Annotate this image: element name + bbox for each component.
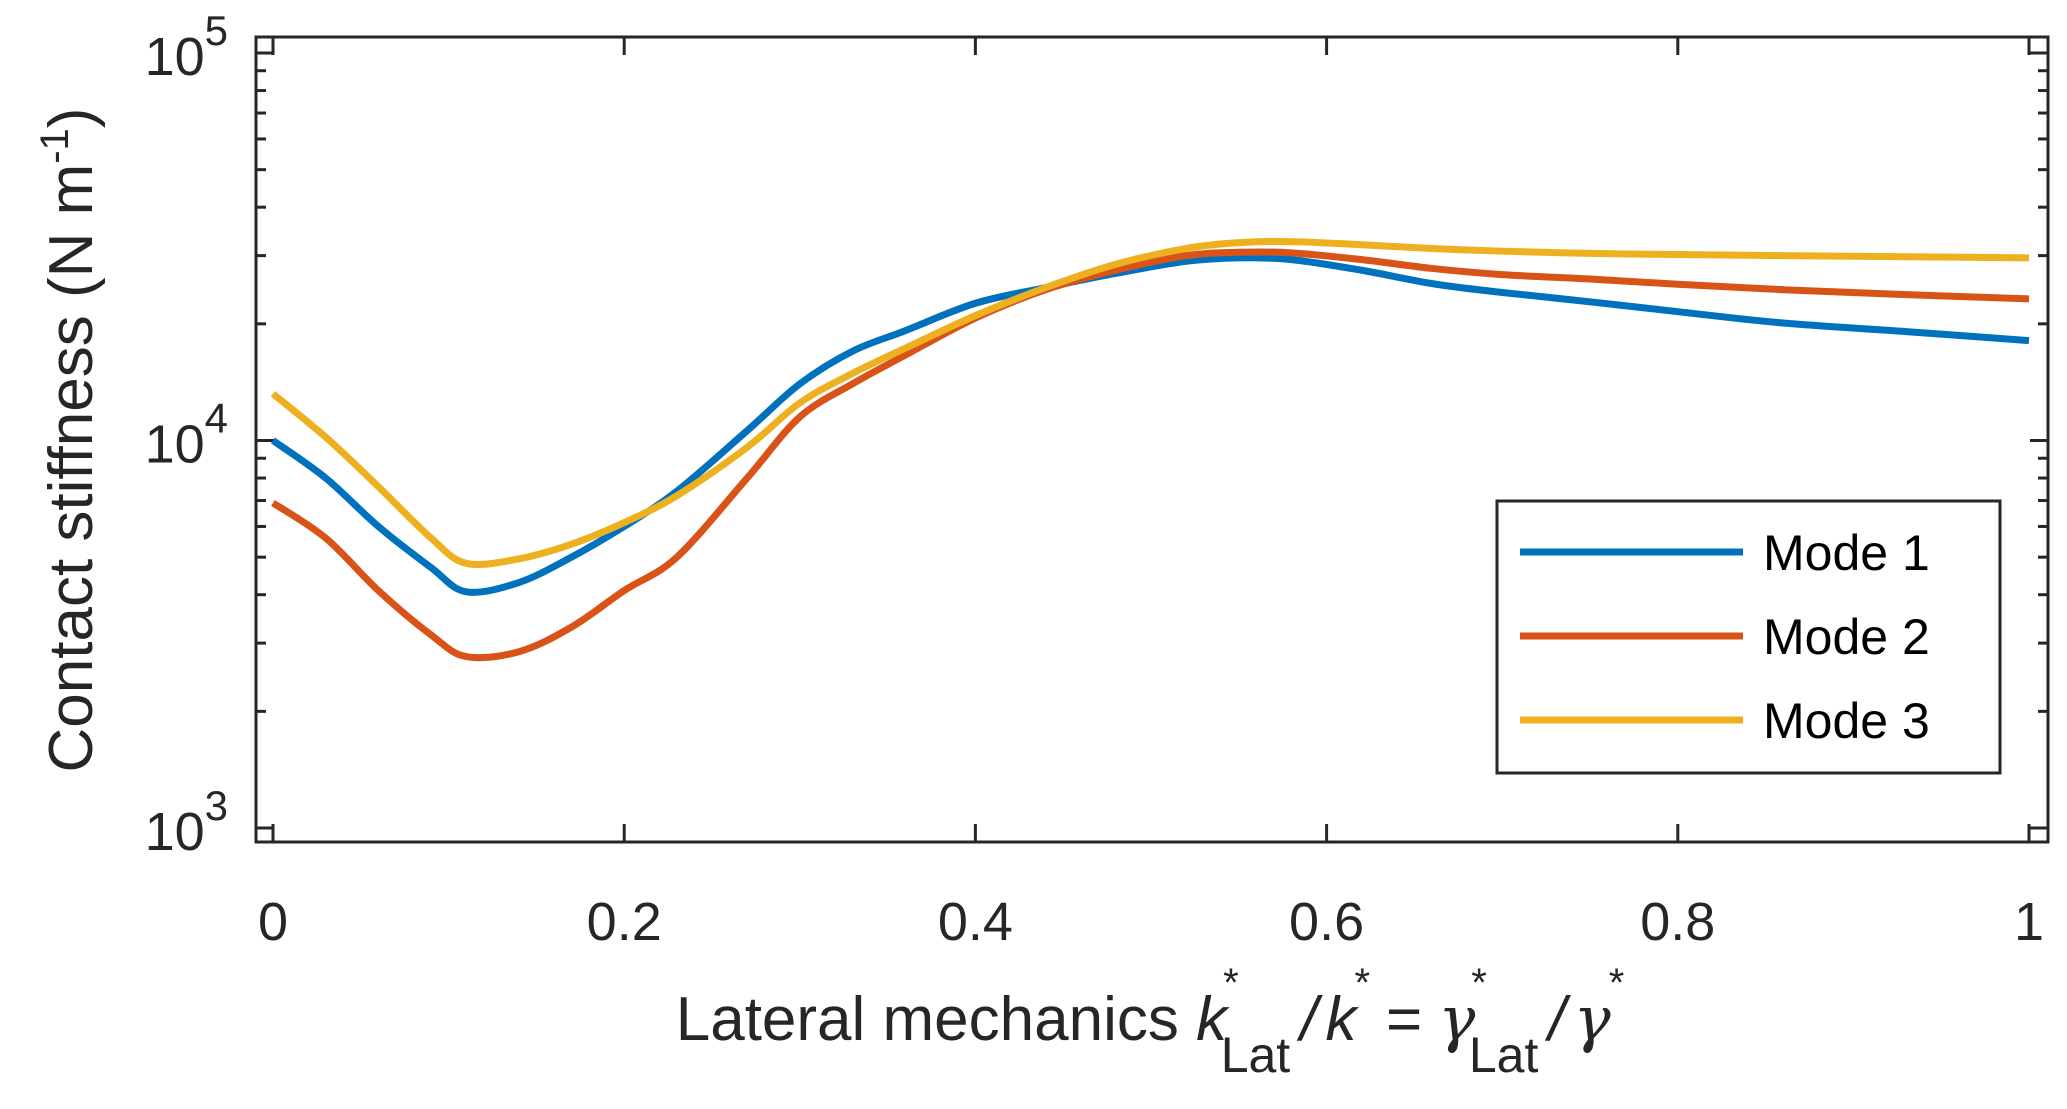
x-axis-label-gamma-num-sup: * [1471, 961, 1487, 1005]
x-tick-label: 0 [258, 892, 288, 952]
x-axis-label-k-den: k [1325, 985, 1359, 1054]
x-axis-label-gamma-den-sup: * [1609, 961, 1625, 1005]
x-tick-label: 0.6 [1289, 892, 1364, 952]
y-tick-label-exp: 5 [205, 7, 228, 54]
x-axis-label-prefix: Lateral mechanics [676, 985, 1196, 1054]
x-axis-label-k-den-sup: * [1354, 961, 1370, 1005]
x-axis-label-k-num-sub: Lat [1221, 1027, 1291, 1083]
legend-label: Mode 2 [1763, 609, 1930, 665]
x-tick-label: 0.2 [587, 892, 662, 952]
x-axis-label-gamma-num: γ [1438, 982, 1476, 1055]
legend-label: Mode 1 [1763, 525, 1930, 581]
legend-item: Mode 2 [1520, 609, 1930, 665]
x-axis-label-k-num-sup: * [1223, 961, 1239, 1005]
y-tick-label-exp: 4 [205, 395, 228, 442]
legend: Mode 1 Mode 2 Mode 3 [1495, 499, 2002, 775]
y-axis-label-close: ) [37, 108, 106, 129]
x-tick-labels: 0 0.2 0.4 0.6 0.8 1 [258, 892, 2044, 952]
y-axis-label: Contact stiffness (N m-1) [33, 108, 106, 773]
y-tick-label: 103 [145, 782, 228, 862]
legend-item: Mode 1 [1520, 525, 1930, 581]
series-layer [270, 237, 2030, 662]
y-tick-label-exp: 3 [205, 782, 228, 829]
legend-item: Mode 3 [1520, 693, 1930, 749]
x-axis-label-gamma-num-sub: Lat [1469, 1027, 1539, 1083]
y-tick-label-base: 10 [145, 415, 205, 475]
x-axis-label: Lateral mechanics k* Lat/k*= γ* Lat/γ* [676, 961, 1625, 1083]
y-axis-label-main: Contact stiffness (N m [37, 164, 106, 773]
y-tick-label: 105 [145, 7, 228, 87]
x-tick-label: 0.8 [1640, 892, 1715, 952]
x-tick-label: 0.4 [938, 892, 1013, 952]
x-axis-label-gamma-den: γ [1574, 982, 1612, 1055]
y-axis-label-sup: -1 [33, 128, 77, 164]
axis-ticks [256, 37, 2048, 842]
x-axis-label-slash2: / [1544, 985, 1571, 1054]
y-tick-label: 104 [145, 395, 228, 475]
x-axis-label-k-num: k [1196, 985, 1230, 1054]
x-tick-label: 1 [2014, 892, 2044, 952]
y-tick-label-base: 10 [145, 27, 205, 87]
y-tick-label-base: 10 [145, 802, 205, 862]
plot-frame [254, 35, 2050, 844]
series-line-mode-1 [270, 254, 2030, 596]
x-axis-label-slash1: / [1296, 985, 1323, 1054]
x-axis-label-equals: = [1386, 985, 1422, 1054]
legend-entries: Mode 1 Mode 2 Mode 3 [1520, 525, 1930, 749]
series-line-mode-3 [270, 237, 2030, 569]
legend-label: Mode 3 [1763, 693, 1930, 749]
